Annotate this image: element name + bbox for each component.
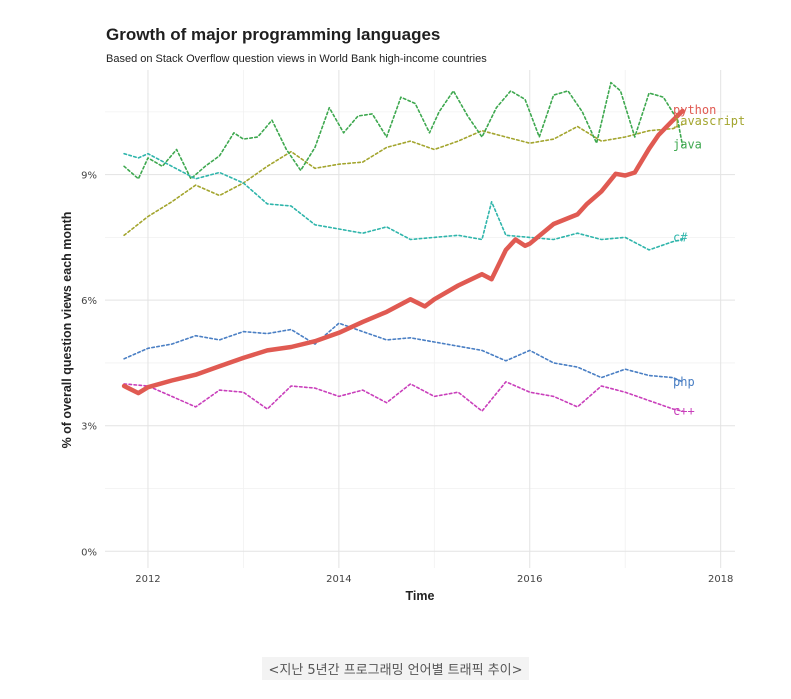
y-axis-title: % of overall question views each month [60, 212, 74, 449]
series-line-php [123, 322, 684, 383]
axis-ticks: 2012 2014 2016 2018 0% 3% 6% 9% [81, 171, 733, 585]
series-line-java [123, 81, 684, 180]
series-label-cplusplus: c++ [673, 404, 695, 418]
series-label-javascript: javascript [673, 114, 745, 128]
x-tick-label: 2014 [326, 574, 351, 585]
x-tick-label: 2012 [135, 574, 160, 585]
series-label-java: java [673, 137, 702, 151]
series-line-python [121, 108, 685, 396]
series-line-csharp [123, 152, 684, 251]
chart-title: Growth of major programming languages [106, 25, 440, 44]
series-line-javascript [123, 123, 684, 237]
series-line-cplusplus [123, 380, 684, 412]
series-label-php: php [673, 375, 695, 389]
chart-subtitle: Based on Stack Overflow question views i… [106, 53, 487, 65]
y-tick-label: 0% [81, 547, 97, 558]
caption-bar: <지난 5년간 프로그래밍 언어별 트래픽 추이> [0, 657, 791, 680]
series-lines [121, 81, 685, 412]
y-tick-label: 9% [81, 171, 97, 182]
chart-container: Growth of major programming languages Ba… [60, 25, 745, 603]
y-tick-label: 6% [81, 296, 97, 307]
series-label-python: python [673, 103, 716, 117]
line-chart: Growth of major programming languages Ba… [60, 25, 745, 603]
x-tick-label: 2016 [517, 574, 542, 585]
figure-caption: <지난 5년간 프로그래밍 언어별 트래픽 추이> [262, 657, 529, 680]
x-axis-title: Time [406, 589, 435, 603]
series-label-csharp: c# [673, 230, 688, 244]
grid [105, 70, 735, 568]
y-tick-label: 3% [81, 422, 97, 433]
x-tick-label: 2018 [708, 574, 733, 585]
